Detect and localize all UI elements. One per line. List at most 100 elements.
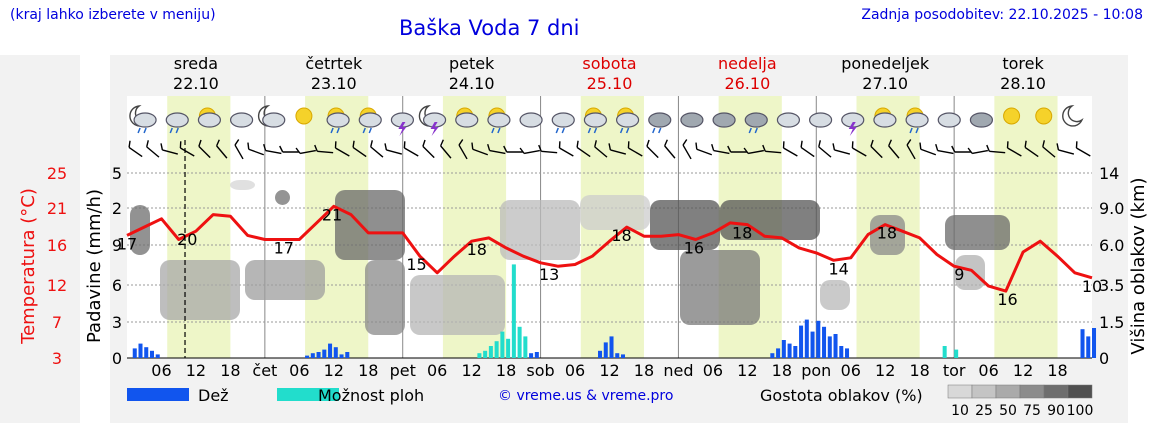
wind-shaft bbox=[559, 147, 574, 157]
top-left-note[interactable]: (kraj lahko izberete v meniju) bbox=[10, 7, 216, 23]
day-date: 24.10 bbox=[449, 74, 495, 93]
wind-barb bbox=[458, 139, 468, 160]
wind-feather bbox=[403, 141, 406, 149]
wind-feather bbox=[538, 144, 542, 152]
axis-gap bbox=[80, 55, 110, 423]
wind-shaft bbox=[971, 149, 988, 155]
wind-feather bbox=[986, 144, 990, 152]
rain-drop bbox=[491, 127, 495, 134]
wind-feather bbox=[179, 141, 182, 149]
cloud-moon-icon bbox=[808, 112, 833, 128]
chart-title: Baška Voda 7 dni bbox=[399, 16, 580, 40]
wind-shaft bbox=[713, 149, 730, 155]
wind-barb bbox=[870, 139, 883, 159]
x-tick-label: ned bbox=[663, 361, 693, 380]
cloud-density-patch bbox=[580, 195, 650, 230]
wind-barb bbox=[682, 139, 692, 160]
wind-barb bbox=[128, 140, 143, 158]
wind-shaft bbox=[1007, 147, 1022, 157]
cloud-density-level: 75 bbox=[1023, 403, 1041, 419]
wind-shaft bbox=[386, 149, 403, 155]
rain-bar bbox=[1080, 329, 1085, 358]
day-name: sreda bbox=[174, 54, 218, 73]
sun-cloud-icon bbox=[873, 107, 897, 128]
x-tick-label: 12 bbox=[461, 361, 481, 380]
wind-shaft bbox=[352, 146, 367, 158]
wind-feather bbox=[215, 139, 220, 147]
wind-barb bbox=[538, 144, 558, 154]
cloud-shape bbox=[873, 112, 897, 128]
rain-bar bbox=[770, 353, 775, 358]
cloud-shape bbox=[744, 112, 768, 128]
wind-feather bbox=[146, 140, 149, 148]
wind-shaft bbox=[1042, 146, 1056, 158]
x-tick-label: 18 bbox=[772, 361, 792, 380]
rain-bar bbox=[529, 353, 534, 358]
rain-bar bbox=[609, 336, 614, 358]
wind-shaft bbox=[628, 147, 643, 157]
rain-bar bbox=[155, 354, 160, 358]
sun-cloud-rain-icon bbox=[615, 107, 640, 134]
sun-cloud-icon bbox=[455, 107, 479, 128]
wind-barb bbox=[851, 141, 867, 157]
sun-icon bbox=[1035, 107, 1053, 125]
sun-shape bbox=[1035, 107, 1053, 125]
wind-shaft bbox=[1024, 146, 1039, 158]
temperature-label: 15 bbox=[406, 255, 426, 274]
rain-bar bbox=[603, 342, 608, 358]
rain-bar bbox=[138, 343, 143, 358]
wind-barb bbox=[888, 139, 900, 159]
cloud-density-swatch bbox=[1019, 384, 1045, 399]
x-tick-label: 18 bbox=[1047, 361, 1067, 380]
wind-barb bbox=[695, 142, 713, 156]
wind-barb bbox=[519, 147, 540, 155]
wind-feather bbox=[695, 142, 698, 150]
day-date: 22.10 bbox=[173, 74, 219, 93]
temperature-label: 9 bbox=[954, 265, 964, 284]
thunder-icon bbox=[390, 112, 415, 136]
wind-barb bbox=[370, 140, 384, 158]
temperature-label: 10 bbox=[1082, 277, 1102, 296]
temperature-label: 13 bbox=[539, 265, 559, 284]
shower-bar bbox=[500, 331, 505, 358]
x-tick-label: 06 bbox=[427, 361, 447, 380]
cloud-density-patch bbox=[230, 180, 255, 190]
wind-barb bbox=[967, 147, 988, 155]
wind-feather bbox=[743, 147, 749, 154]
cloud-shape bbox=[615, 112, 640, 128]
temperature-label: 18 bbox=[611, 226, 631, 245]
temperature-tick: 7 bbox=[52, 313, 62, 332]
rain-bar bbox=[310, 353, 315, 358]
wind-barb bbox=[403, 141, 419, 157]
rain-bar bbox=[322, 349, 327, 358]
wind-barb bbox=[1042, 140, 1056, 158]
wind-feather bbox=[422, 139, 426, 147]
wind-barb bbox=[832, 143, 851, 155]
wind-barb bbox=[198, 139, 211, 159]
wind-feather bbox=[558, 141, 561, 149]
x-tick-label: tor bbox=[943, 361, 966, 380]
cloud-heavy-icon bbox=[712, 112, 736, 128]
sun-shape bbox=[1003, 107, 1021, 125]
wind-shaft bbox=[370, 146, 384, 158]
x-tick-label: 18 bbox=[358, 361, 378, 380]
wind-shaft bbox=[265, 149, 282, 155]
cloud-height-tick: 3.5 bbox=[1099, 276, 1124, 295]
wind-shaft bbox=[162, 149, 178, 155]
cloud-density-patch bbox=[410, 275, 505, 335]
legend-rain-swatch bbox=[127, 388, 189, 401]
cloud-shape bbox=[583, 112, 608, 128]
temperature-tick: 12 bbox=[47, 276, 67, 295]
rain-bar bbox=[787, 343, 792, 358]
wind-feather bbox=[1006, 141, 1009, 149]
wind-feather bbox=[646, 139, 650, 147]
wind-barb bbox=[1006, 141, 1022, 157]
wind-shaft bbox=[852, 147, 867, 157]
wind-barb bbox=[215, 139, 228, 159]
wind-feather bbox=[762, 144, 766, 152]
wind-shaft bbox=[248, 148, 264, 156]
day-name: nedelja bbox=[718, 54, 777, 73]
wind-barb bbox=[782, 141, 798, 157]
cloud-density-swatch bbox=[995, 384, 1021, 399]
cloud-height-tick: 0 bbox=[1099, 349, 1109, 368]
